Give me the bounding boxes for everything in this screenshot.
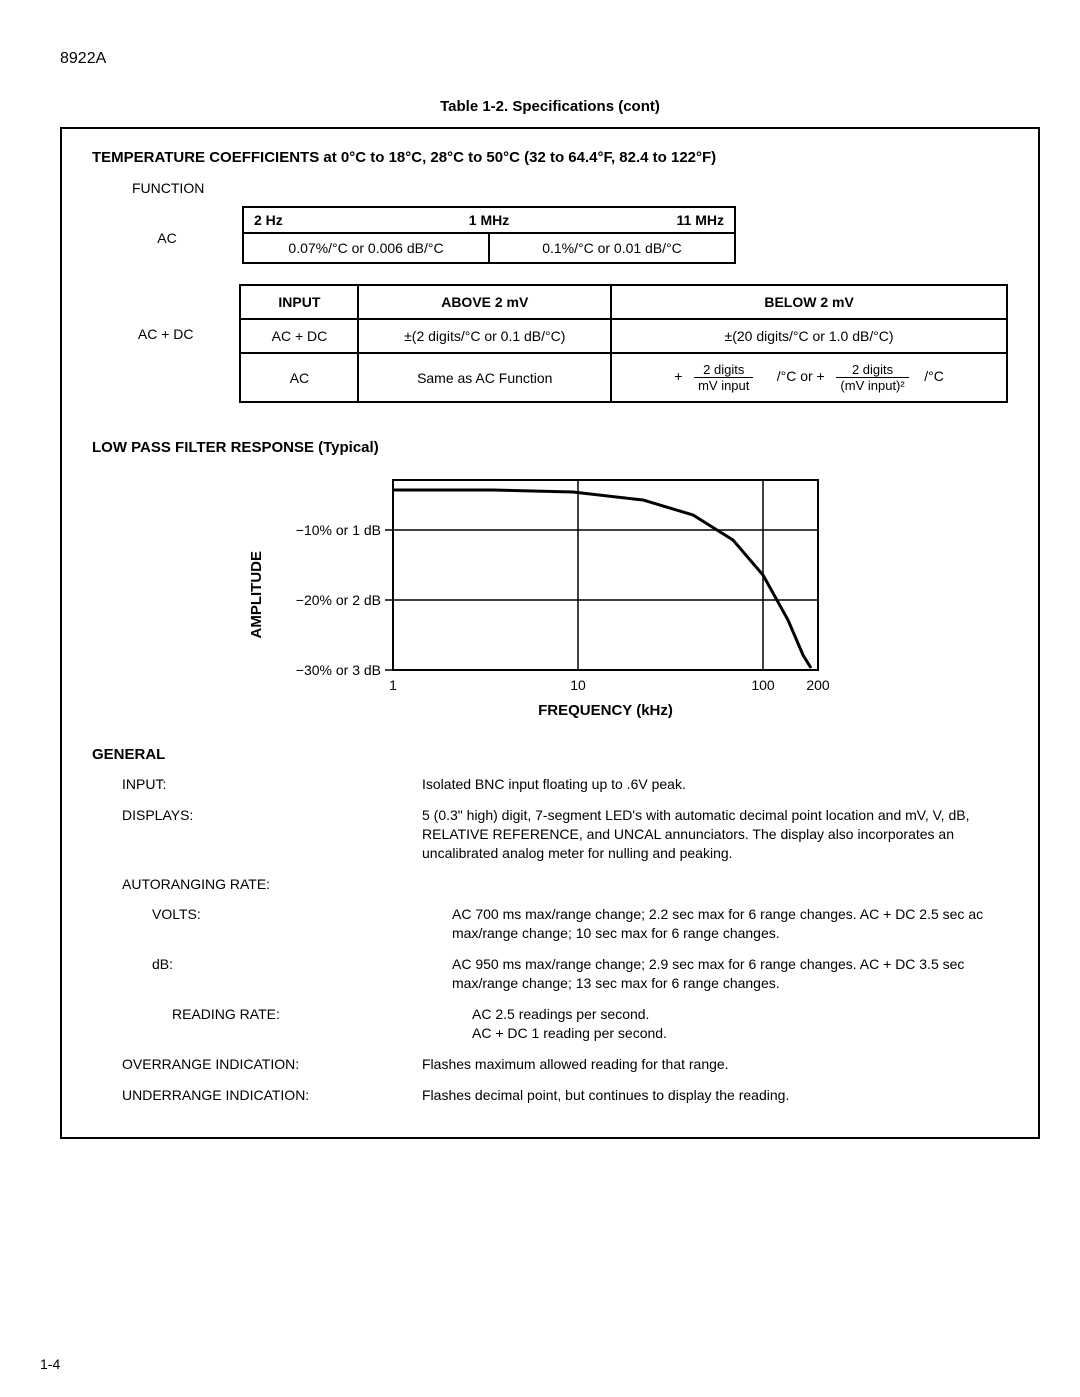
general-value: AC 2.5 readings per second. AC + DC 1 re…	[472, 1005, 1008, 1043]
general-label: AUTORANGING RATE:	[92, 875, 422, 894]
general-section: INPUT:Isolated BNC input floating up to …	[92, 775, 1008, 1105]
general-value: 5 (0.3" high) digit, 7-segment LED's wit…	[422, 806, 1008, 863]
svg-text:10: 10	[570, 677, 586, 693]
general-value	[422, 875, 1008, 894]
general-label: DISPLAYS:	[92, 806, 422, 863]
general-row: DISPLAYS:5 (0.3" high) digit, 7-segment …	[92, 806, 1008, 863]
general-label: dB:	[92, 955, 452, 993]
general-row: INPUT:Isolated BNC input floating up to …	[92, 775, 1008, 794]
general-row: READING RATE:AC 2.5 readings per second.…	[92, 1005, 1008, 1043]
general-label: OVERRANGE INDICATION:	[92, 1055, 422, 1074]
function-label: FUNCTION	[132, 180, 1008, 196]
acdc-function-label: AC + DC	[92, 264, 239, 342]
general-label: VOLTS:	[92, 905, 452, 943]
ac-function-label: AC	[92, 206, 242, 246]
svg-text:200: 200	[806, 677, 830, 693]
svg-text:100: 100	[751, 677, 775, 693]
chart-y-label: AMPLITUDE	[248, 551, 265, 639]
acdc-row1-below: ±(20 digits/°C or 1.0 dB/°C)	[611, 319, 1007, 353]
acdc-input-header: INPUT	[240, 285, 358, 319]
acdc-row: AC + DC INPUT ABOVE 2 mV BELOW 2 mV AC +…	[92, 264, 1008, 403]
page-number: 1-4	[40, 1356, 60, 1372]
general-row: UNDERRANGE INDICATION:Flashes decimal po…	[92, 1086, 1008, 1105]
lowpass-chart-wrap: AMPLITUDE −10% or 1 dB −20% or 2 dB −30% o…	[92, 470, 1008, 720]
general-row: OVERRANGE INDICATION:Flashes maximum all…	[92, 1055, 1008, 1074]
svg-text:−10% or 1 dB: −10% or 1 dB	[295, 522, 380, 538]
general-value: AC 950 ms max/range change; 2.9 sec max …	[452, 955, 1008, 993]
general-label: READING RATE:	[92, 1005, 472, 1043]
acdc-below-header: BELOW 2 mV	[611, 285, 1007, 319]
svg-text:FREQUENCY (kHz): FREQUENCY (kHz)	[538, 702, 673, 719]
general-value: AC 700 ms max/range change; 2.2 sec max …	[452, 905, 1008, 943]
general-value: Flashes decimal point, but continues to …	[422, 1086, 1008, 1105]
svg-text:1: 1	[389, 677, 397, 693]
acdc-table: INPUT ABOVE 2 mV BELOW 2 mV AC + DC ±(2 …	[239, 284, 1008, 403]
general-value: Flashes maximum allowed reading for that…	[422, 1055, 1008, 1074]
acdc-above-header: ABOVE 2 mV	[358, 285, 611, 319]
table-caption: Table 1-2. Specifications (cont)	[60, 98, 1040, 115]
general-label: INPUT:	[92, 775, 422, 794]
ac-val-right: 0.1%/°C or 0.01 dB/°C	[489, 233, 735, 263]
general-value: Isolated BNC input floating up to .6V pe…	[422, 775, 1008, 794]
ac-freq-mid: 1 MHz	[411, 212, 568, 228]
general-row: dB:AC 950 ms max/range change; 2.9 sec m…	[92, 955, 1008, 993]
ac-freq-table: 2 Hz 1 MHz 11 MHz 0.07%/°C or 0.006 dB/°…	[242, 206, 736, 264]
acdc-row2-above: Same as AC Function	[358, 353, 611, 402]
acdc-row1-input: AC + DC	[240, 319, 358, 353]
general-label: UNDERRANGE INDICATION:	[92, 1086, 422, 1105]
general-row: VOLTS:AC 700 ms max/range change; 2.2 se…	[92, 905, 1008, 943]
ac-freq-left: 2 Hz	[254, 212, 411, 228]
model-number: 8922A	[60, 50, 1040, 68]
lowpass-title: LOW PASS FILTER RESPONSE (Typical)	[92, 439, 1008, 456]
lowpass-chart: −10% or 1 dB −20% or 2 dB −30% or 3 dB 1 10 1…	[273, 470, 853, 720]
acdc-row2-input: AC	[240, 353, 358, 402]
ac-val-left: 0.07%/°C or 0.006 dB/°C	[243, 233, 489, 263]
ac-freq-right: 11 MHz	[567, 212, 724, 228]
svg-text:−30% or 3 dB: −30% or 3 dB	[295, 662, 380, 678]
spec-box: TEMPERATURE COEFFICIENTS at 0°C to 18°C,…	[60, 127, 1040, 1139]
general-title: GENERAL	[92, 746, 1008, 763]
temp-coeff-title: TEMPERATURE COEFFICIENTS at 0°C to 18°C,…	[92, 149, 1008, 166]
acdc-row1-above: ±(2 digits/°C or 0.1 dB/°C)	[358, 319, 611, 353]
page: 8922A Table 1-2. Specifications (cont) T…	[0, 0, 1080, 1397]
acdc-row2-below: + 2 digits mV input /°C or + 2 digits	[611, 353, 1007, 402]
svg-text:−20% or 2 dB: −20% or 2 dB	[295, 592, 380, 608]
ac-row: AC 2 Hz 1 MHz 11 MHz 0.07%/°C or 0.006 d…	[92, 206, 1008, 264]
general-row: AUTORANGING RATE:	[92, 875, 1008, 894]
